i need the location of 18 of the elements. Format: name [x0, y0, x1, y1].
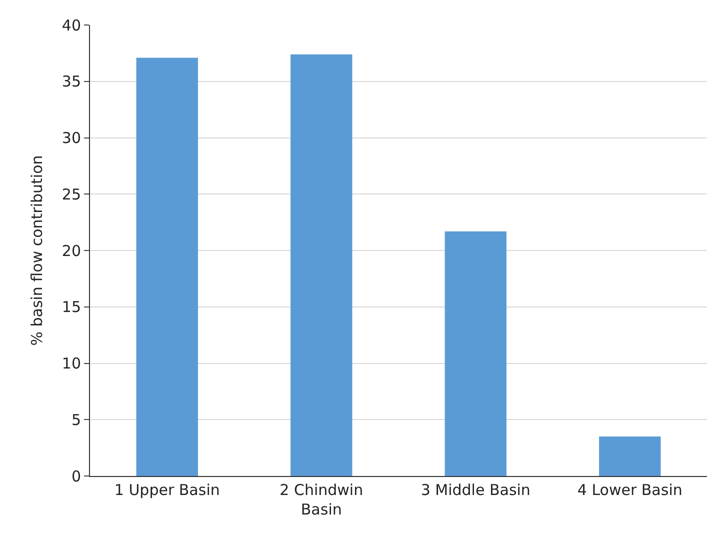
x-tick-label: 1 Upper Basin: [114, 481, 220, 499]
bar: [444, 231, 506, 476]
y-tick-label: 35: [62, 72, 81, 91]
y-axis-title: % basin flow contribution: [28, 155, 46, 346]
y-tick-label: 15: [62, 298, 81, 316]
y-tick-label: 30: [62, 129, 81, 147]
bar: [136, 58, 198, 476]
y-tick-label: 5: [71, 410, 81, 429]
bar: [599, 436, 661, 476]
y-tick-label: 0: [71, 467, 81, 486]
y-tick-label: 25: [62, 185, 81, 204]
y-tick-label: 20: [62, 242, 81, 260]
x-tick-label: 3 Middle Basin: [420, 481, 530, 499]
x-tick-label: 4 Lower Basin: [577, 481, 682, 499]
y-tick-label: 40: [62, 16, 81, 34]
y-tick-label: 10: [62, 354, 81, 372]
x-tick-label: 2 Chindwin Basin: [280, 481, 364, 518]
bar: [290, 54, 352, 476]
